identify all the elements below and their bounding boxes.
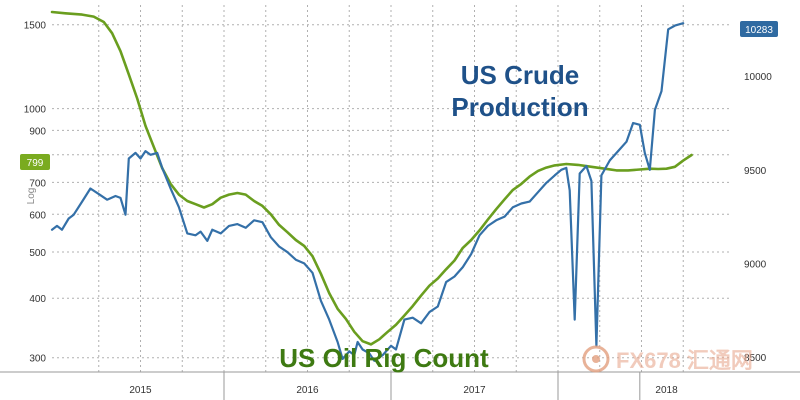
left-badge-box bbox=[20, 154, 50, 170]
right-axis-ticks: 8500 9000 9500 10000 bbox=[744, 72, 772, 364]
series-line-production bbox=[50, 22, 685, 362]
series-line-rig-count bbox=[50, 10, 693, 346]
left-tick-label: 1500 bbox=[24, 21, 47, 32]
left-axis-ticks: 300 400 500 600 700 900 1000 1500 bbox=[24, 21, 47, 365]
annotation-us-crude-production: US Crude Production bbox=[451, 60, 588, 122]
left-axis-label: Log bbox=[26, 188, 37, 205]
annotation-line: US Crude bbox=[461, 60, 579, 90]
x-axis-year-label: 2016 bbox=[296, 385, 319, 396]
right-badge-box bbox=[740, 21, 778, 37]
grid-layer bbox=[52, 5, 730, 372]
left-tick-label: 600 bbox=[29, 210, 46, 221]
x-axis-year-label: 2017 bbox=[463, 385, 486, 396]
left-tick-label: 700 bbox=[29, 178, 46, 189]
x-axis-year-label: 2018 bbox=[655, 385, 678, 396]
watermark-text: FX678 汇通网 bbox=[616, 348, 753, 373]
left-axis-badge: 799 bbox=[20, 154, 50, 170]
right-badge-value: 10283 bbox=[745, 25, 773, 36]
left-badge-value: 799 bbox=[27, 158, 44, 169]
watermark-logo-icon bbox=[582, 345, 610, 373]
left-tick-label: 1000 bbox=[24, 105, 47, 116]
x-axis: 2015 2016 2017 2018 bbox=[0, 371, 800, 400]
annotation-line: Production bbox=[451, 92, 588, 122]
right-tick-label: 10000 bbox=[744, 72, 772, 83]
left-tick-label: 900 bbox=[29, 126, 46, 137]
left-tick-label: 300 bbox=[29, 354, 46, 365]
right-tick-label: 9500 bbox=[744, 166, 767, 177]
annotation-us-oil-rig-count: US Oil Rig Count bbox=[279, 343, 489, 373]
series-layer bbox=[50, 10, 693, 362]
right-axis-badge: 10283 bbox=[740, 21, 778, 37]
right-tick-label: 9000 bbox=[744, 259, 767, 270]
left-tick-label: 400 bbox=[29, 294, 46, 305]
x-axis-year-label: 2015 bbox=[129, 385, 152, 396]
watermark: FX678 汇通网 bbox=[582, 345, 753, 373]
right-tick-label: 8500 bbox=[744, 353, 767, 364]
left-tick-label: 500 bbox=[29, 248, 46, 259]
watermark-logo-dot-icon bbox=[592, 355, 600, 363]
